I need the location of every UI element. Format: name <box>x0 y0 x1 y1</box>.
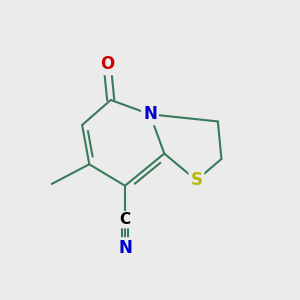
Text: O: O <box>100 55 114 73</box>
Text: N: N <box>118 239 132 257</box>
Text: N: N <box>143 105 157 123</box>
Text: C: C <box>119 212 130 227</box>
Text: S: S <box>190 171 202 189</box>
